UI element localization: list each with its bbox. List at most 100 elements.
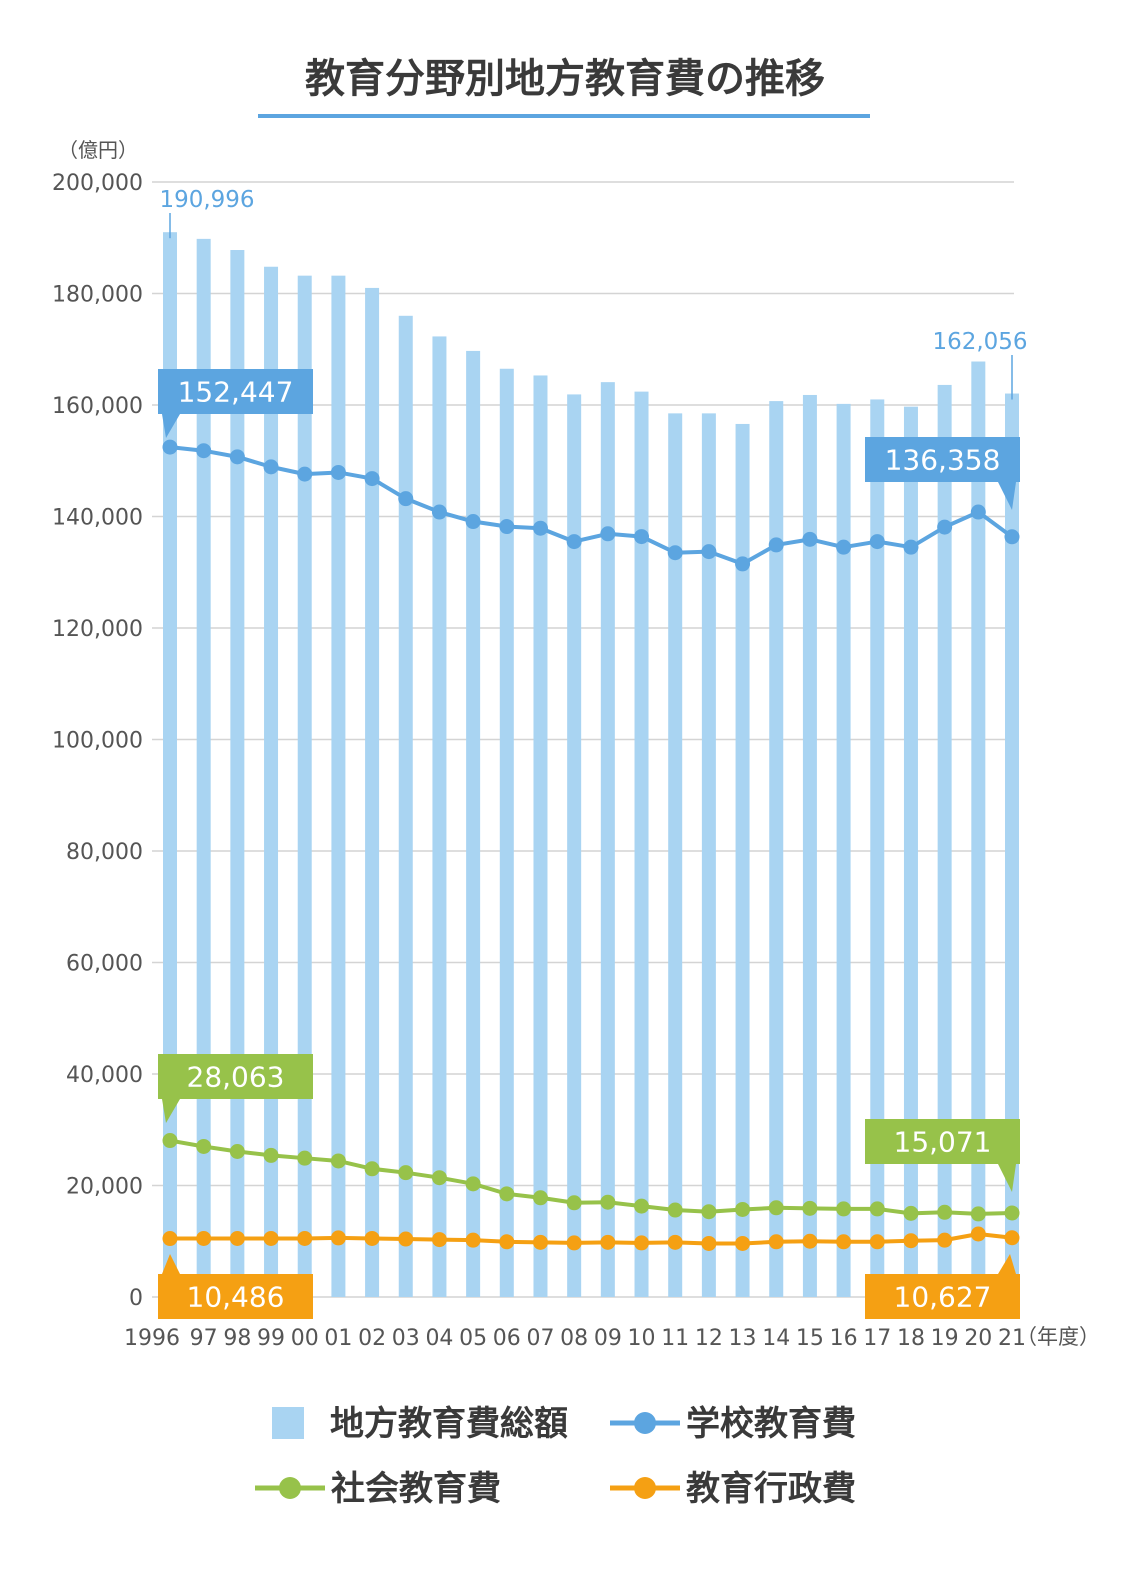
callout-box xyxy=(158,1054,313,1099)
x-tick-label: 19 xyxy=(931,1326,959,1351)
callout-label: 10,627 xyxy=(894,1281,992,1314)
x-tick-label: 1996 xyxy=(124,1326,180,1351)
bar xyxy=(836,403,851,1297)
data-point xyxy=(162,439,178,455)
data-point xyxy=(196,1230,212,1246)
legend-label: 学校教育費 xyxy=(686,1404,856,1444)
callout-pointer xyxy=(162,1254,180,1274)
data-point xyxy=(903,539,919,555)
callout-label: 10,486 xyxy=(187,1281,285,1314)
data-point xyxy=(937,1232,953,1248)
data-point xyxy=(970,1206,986,1222)
callout-pointer xyxy=(998,1164,1016,1192)
callout-label: 152,447 xyxy=(178,376,294,409)
legend-marker xyxy=(634,1477,656,1499)
x-tick-label: 07 xyxy=(526,1326,554,1351)
data-point xyxy=(634,529,650,545)
bar xyxy=(466,350,481,1297)
data-point xyxy=(297,466,313,482)
data-point xyxy=(431,1232,447,1248)
data-point xyxy=(768,1234,784,1250)
data-point xyxy=(465,1232,481,1248)
data-point xyxy=(802,1200,818,1216)
data-point xyxy=(970,1226,986,1242)
data-point xyxy=(229,449,245,465)
y-tick-label: 100,000 xyxy=(52,729,143,754)
y-tick-label: 120,000 xyxy=(52,617,143,642)
x-tick-label: 06 xyxy=(493,1326,521,1351)
bar xyxy=(297,275,312,1297)
callout-label: 28,063 xyxy=(187,1061,285,1094)
data-point xyxy=(836,1234,852,1250)
y-tick-label: 0 xyxy=(129,1286,143,1311)
y-tick-label: 60,000 xyxy=(66,952,143,977)
bar xyxy=(264,266,279,1297)
data-point xyxy=(499,1234,515,1250)
data-point xyxy=(634,1198,650,1214)
data-point xyxy=(297,1230,313,1246)
chart-title: 教育分野別地方教育費の推移 xyxy=(305,56,825,102)
data-point xyxy=(532,1234,548,1250)
x-axis-unit: （年度） xyxy=(1016,1325,1100,1349)
data-point xyxy=(802,1233,818,1249)
data-point xyxy=(634,1235,650,1251)
bar xyxy=(634,391,649,1297)
data-point xyxy=(667,1202,683,1218)
callout-pointer xyxy=(998,1254,1016,1274)
bar xyxy=(937,384,952,1297)
data-point xyxy=(701,1204,717,1220)
data-point xyxy=(263,459,279,475)
bar xyxy=(163,232,177,1298)
x-tick-label: 10 xyxy=(628,1326,656,1351)
callout-pointer xyxy=(162,1099,180,1123)
data-point xyxy=(937,1204,953,1220)
x-tick-label: 03 xyxy=(392,1326,420,1351)
x-tick-label: 00 xyxy=(291,1326,319,1351)
data-point xyxy=(398,1231,414,1247)
x-tick-label: 16 xyxy=(830,1326,858,1351)
callout-label: 136,358 xyxy=(885,444,1001,477)
data-point xyxy=(162,1231,178,1247)
x-tick-label: 18 xyxy=(897,1326,925,1351)
x-tick-label: 02 xyxy=(358,1326,386,1351)
legend-marker xyxy=(279,1477,301,1499)
data-point xyxy=(465,1176,481,1192)
bar xyxy=(533,375,548,1297)
callout-pointer xyxy=(162,414,180,438)
bar xyxy=(398,315,413,1297)
data-point xyxy=(869,1201,885,1217)
callout-box xyxy=(158,1274,313,1319)
data-point xyxy=(431,1170,447,1186)
data-point xyxy=(970,504,986,520)
bar-series xyxy=(163,232,1019,1298)
data-point xyxy=(869,534,885,550)
bar xyxy=(365,287,380,1297)
data-point xyxy=(903,1233,919,1249)
data-point xyxy=(836,539,852,555)
x-tick-label: 11 xyxy=(661,1326,689,1351)
data-point xyxy=(768,537,784,553)
data-point xyxy=(667,545,683,561)
legend-swatch xyxy=(272,1407,304,1439)
data-point xyxy=(398,491,414,507)
data-point xyxy=(802,531,818,547)
bar xyxy=(802,394,817,1298)
x-tick-label: 20 xyxy=(964,1326,992,1351)
data-point xyxy=(297,1150,313,1166)
data-point xyxy=(566,1195,582,1211)
legend-label: 地方教育費総額 xyxy=(330,1404,568,1444)
data-point xyxy=(196,443,212,459)
data-point xyxy=(330,464,346,480)
bar xyxy=(196,238,211,1298)
bar xyxy=(903,406,918,1297)
bar xyxy=(668,413,683,1297)
data-point xyxy=(667,1234,683,1250)
data-point xyxy=(600,1194,616,1210)
y-tick-label: 80,000 xyxy=(66,840,143,865)
data-point xyxy=(330,1153,346,1169)
y-tick-label: 180,000 xyxy=(52,283,143,308)
x-tick-label: 97 xyxy=(190,1326,218,1351)
x-tick-label: 04 xyxy=(425,1326,453,1351)
data-point xyxy=(1004,1230,1020,1246)
